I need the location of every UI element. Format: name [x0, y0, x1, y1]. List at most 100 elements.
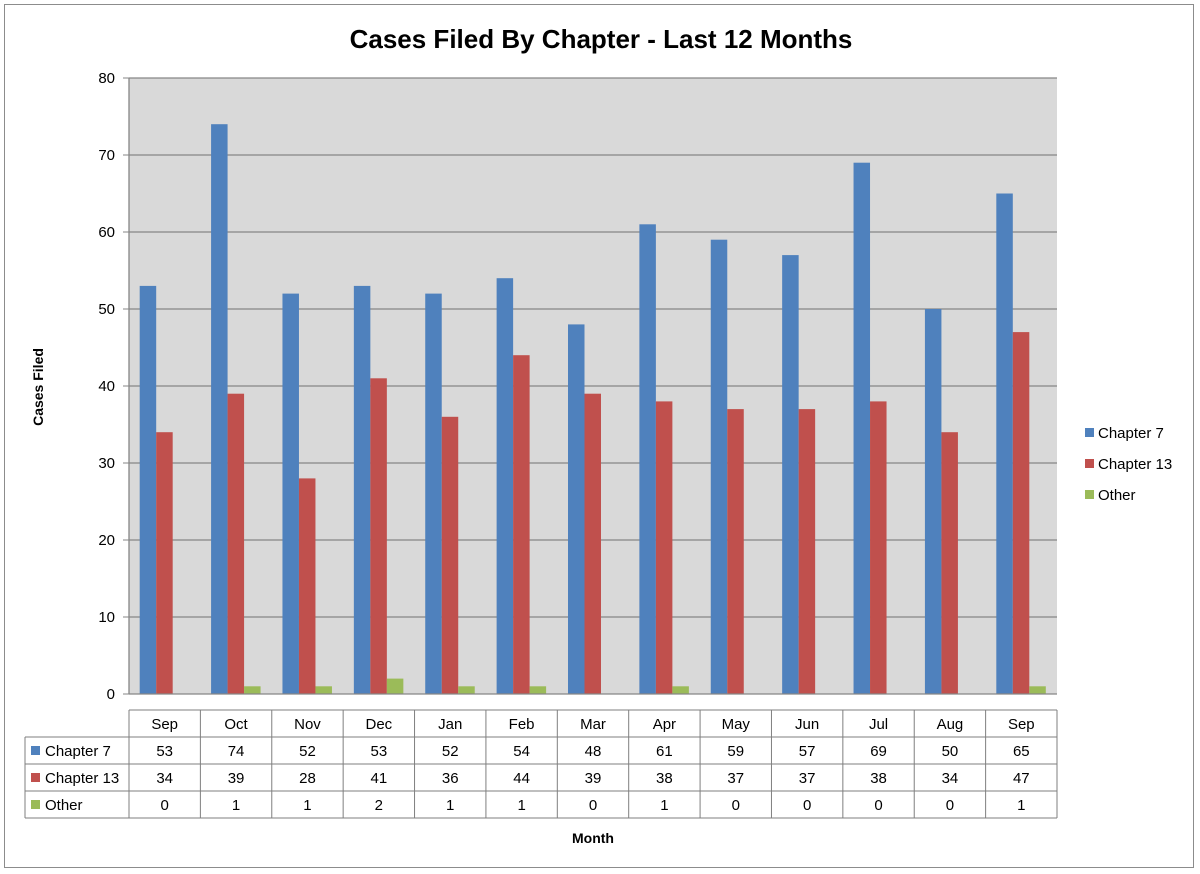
table-legend-key [31, 773, 40, 782]
y-tick-label: 10 [98, 609, 115, 626]
data-label: 0 [803, 797, 811, 814]
legend-label: Other [1098, 487, 1136, 504]
data-label: 1 [232, 797, 240, 814]
data-label: 1 [517, 797, 525, 814]
bar-chapter-13 [441, 416, 459, 694]
chart-frame: Cases Filed By Chapter - Last 12 Months … [4, 4, 1194, 868]
data-label: 53 [156, 743, 173, 760]
y-tick-label: 80 [98, 70, 115, 87]
bar-chapter-13 [298, 478, 316, 694]
bar-chapter-13 [798, 409, 816, 694]
data-label: 59 [727, 743, 744, 760]
data-label: 2 [375, 797, 383, 814]
y-tick-label: 20 [98, 532, 115, 549]
plot-area: 0 10 20 30 40 50 60 70 80 [98, 70, 1057, 703]
data-label: 37 [799, 770, 816, 787]
bar-chapter-7 [425, 293, 442, 694]
bar-other [315, 686, 332, 694]
data-label: 0 [874, 797, 882, 814]
x-tick-label: Jul [869, 716, 888, 733]
data-label: 53 [371, 743, 388, 760]
table-legend-key [31, 800, 40, 809]
bar-chapter-7 [496, 278, 514, 694]
data-label: 34 [942, 770, 959, 787]
bar-chapter-13 [227, 393, 245, 694]
data-label: 52 [299, 743, 316, 760]
bar-chapter-7 [639, 224, 656, 695]
data-label: 0 [161, 797, 169, 814]
data-label: 65 [1013, 743, 1030, 760]
x-tick-label: Apr [653, 716, 676, 733]
data-label: 34 [156, 770, 173, 787]
bar-chapter-7 [996, 193, 1013, 694]
data-label: 38 [656, 770, 673, 787]
bar-other [529, 686, 547, 694]
y-tick-label: 30 [98, 455, 115, 472]
x-tick-label: May [722, 716, 751, 733]
data-label: 38 [870, 770, 887, 787]
bar-other [1029, 686, 1046, 694]
legend-swatch [1085, 428, 1094, 437]
data-label: 47 [1013, 770, 1030, 787]
bar-other [244, 686, 261, 694]
bar-chapter-13 [870, 401, 887, 694]
chart-title: Cases Filed By Chapter - Last 12 Months [350, 24, 853, 54]
data-label: 36 [442, 770, 459, 787]
x-tick-label: Mar [580, 716, 606, 733]
legend-swatch [1085, 459, 1094, 468]
bar-chapter-13 [513, 355, 530, 694]
data-label: 44 [513, 770, 530, 787]
legend-label: Chapter 7 [1098, 425, 1164, 442]
x-tick-label: Sep [151, 716, 178, 733]
data-label: 1 [1017, 797, 1025, 814]
chart-svg: Cases Filed By Chapter - Last 12 Months … [24, 24, 1172, 846]
x-tick-label: Jun [795, 716, 819, 733]
bar-chapter-13 [941, 432, 958, 694]
x-tick-label: Dec [366, 716, 393, 733]
table-series-name: Chapter 7 [45, 743, 111, 760]
bar-chapter-7 [568, 324, 585, 694]
data-table: Sep Oct Nov Dec Jan Feb Mar Apr May Jun Jul Aug Sep C… [24, 709, 1058, 819]
data-label: 37 [727, 770, 744, 787]
data-label: 54 [513, 743, 530, 760]
table-series-name: Other [45, 797, 83, 814]
bar-chapter-7 [710, 239, 728, 694]
data-label: 0 [946, 797, 954, 814]
y-axis-title: Cases Filed [30, 348, 46, 426]
bar-other [386, 678, 404, 694]
bar-chapter-13 [156, 432, 173, 694]
y-tick-label: 0 [107, 686, 115, 703]
data-label: 61 [656, 743, 673, 760]
bar-chapter-7 [782, 255, 799, 694]
bar-other [458, 686, 475, 694]
bar-chapter-13 [655, 401, 673, 694]
table-series-name: Chapter 13 [45, 770, 119, 787]
data-label: 39 [228, 770, 245, 787]
data-label: 50 [942, 743, 959, 760]
data-label: 41 [371, 770, 388, 787]
bar-chapter-7 [853, 162, 871, 694]
x-tick-label: Aug [937, 716, 964, 733]
data-label: 1 [446, 797, 454, 814]
legend-label: Chapter 13 [1098, 456, 1172, 473]
bar-chapter-13 [1012, 332, 1030, 694]
bar-chapter-13 [370, 378, 387, 694]
y-tick-label: 40 [98, 378, 115, 395]
bar-chapter-7 [211, 124, 228, 694]
bar-chapter-7 [353, 285, 371, 694]
y-tick-label: 50 [98, 301, 115, 318]
bar-chapter-13 [727, 409, 744, 694]
data-label: 74 [228, 743, 245, 760]
bar-chapter-7 [139, 285, 157, 694]
bar-chapter-7 [924, 309, 942, 694]
bar-chapter-13 [584, 393, 601, 694]
x-tick-label: Feb [509, 716, 535, 733]
x-tick-label: Nov [294, 716, 321, 733]
legend-swatch [1085, 490, 1094, 499]
data-label: 0 [732, 797, 740, 814]
data-label: 48 [585, 743, 602, 760]
data-label: 28 [299, 770, 316, 787]
data-label: 57 [799, 743, 816, 760]
x-tick-label: Oct [224, 716, 248, 733]
x-tick-label: Jan [438, 716, 462, 733]
